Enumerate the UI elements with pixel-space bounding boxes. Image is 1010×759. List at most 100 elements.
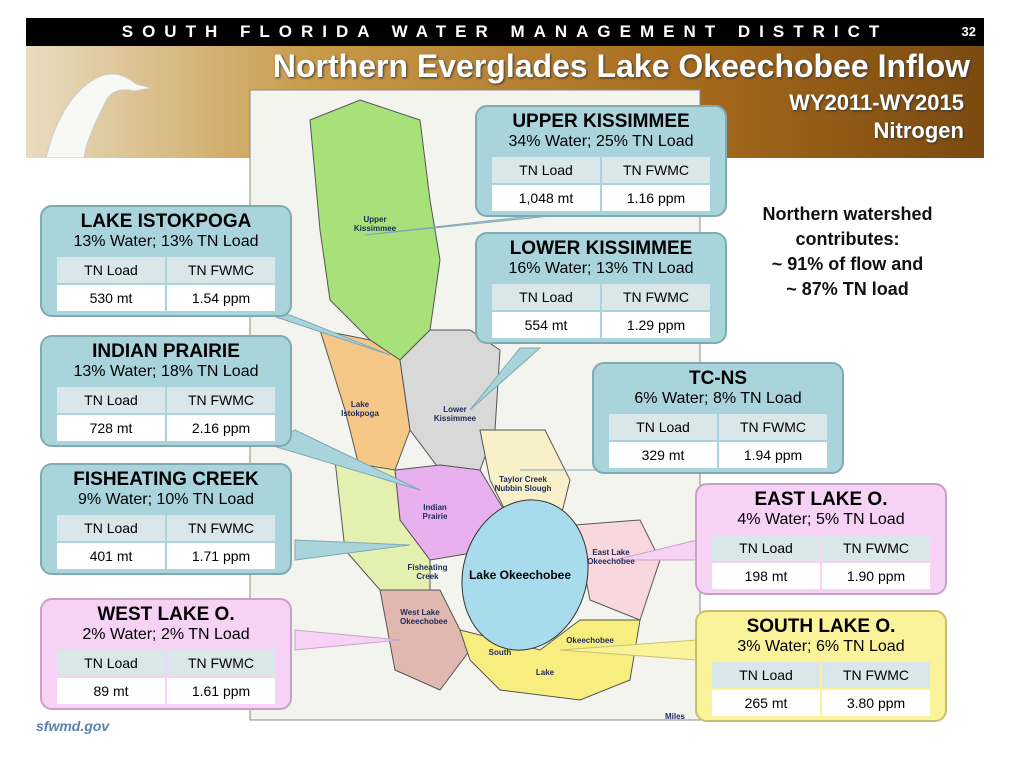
header-row: TN Load TN FWMC [492, 157, 710, 183]
callout: EAST LAKE O. 4% Water; 5% TN Load TN Load T… [695, 483, 947, 595]
map-label: Fisheating Creek [407, 563, 448, 581]
column-header: TN Load [57, 387, 165, 413]
note: Northern watershed contributes: ~ 91% of… [735, 202, 960, 302]
cell: 1.54 ppm [167, 285, 275, 311]
column-header: TN FWMC [719, 414, 827, 440]
basin-table: TN Load TN FWMC 554 mt 1.29 ppm [490, 282, 712, 340]
value-row: 530 mt 1.54 ppm [57, 285, 275, 311]
header-row: TN Load TN FWMC [712, 662, 930, 688]
callout: TC-NS 6% Water; 8% TN Load TN Load TN FWMC 3… [592, 362, 844, 474]
subtitle: Nitrogen [873, 118, 964, 143]
callout: LOWER KISSIMMEE 16% Water; 13% TN Load TN … [475, 232, 727, 344]
page-number: 32 [961, 24, 976, 39]
region [574, 519, 661, 621]
cell: 401 mt [57, 543, 165, 569]
column-header: TN Load [712, 662, 820, 688]
basin-name: FISHEATING CREEK [73, 469, 259, 490]
org-bar: SOUTH FLORIDA WATER MANAGEMENT DISTRICT [26, 18, 984, 46]
callout: INDIAN PRAIRIE 13% Water; 18% TN Load TN L… [40, 335, 292, 447]
header-row: TN Load TN FWMC [57, 387, 275, 413]
cell: 1.16 ppm [602, 185, 710, 211]
column-header: TN Load [57, 515, 165, 541]
cell: 1.61 ppm [167, 678, 275, 704]
column-header: TN FWMC [167, 515, 275, 541]
cell: 1.94 ppm [719, 442, 827, 468]
value-row: 198 mt 1.90 ppm [712, 563, 930, 589]
basin-share: 16% Water; 13% TN Load [508, 260, 694, 277]
basin-table: TN Load TN FWMC 198 mt 1.90 ppm [710, 533, 932, 591]
map-label: Miles [664, 712, 685, 721]
cell: 1.90 ppm [822, 563, 930, 589]
note-line: contributes: [795, 229, 900, 249]
header-row: TN Load TN FWMC [57, 515, 275, 541]
note-line: Northern watershed [762, 204, 933, 224]
callout: SOUTH LAKE O. 3% Water; 6% TN Load TN Load… [695, 610, 947, 722]
map-label: West Lake Okeechobee [400, 608, 448, 626]
title: Northern Everglades Lake Okeechobee Infl… [272, 48, 970, 84]
basin-table: TN Load TN FWMC 401 mt 1.71 ppm [55, 513, 277, 571]
value-row: 329 mt 1.94 ppm [609, 442, 827, 468]
basin-name: SOUTH LAKE O. [746, 616, 896, 637]
cell: 1,048 mt [492, 185, 600, 211]
region [379, 589, 471, 691]
basin-share: 4% Water; 5% TN Load [737, 511, 905, 528]
map-label: Lower Kissimmee [433, 405, 477, 423]
cell: 3.80 ppm [822, 690, 930, 716]
basin-table: TN Load TN FWMC 728 mt 2.16 ppm [55, 385, 277, 443]
cell: 554 mt [492, 312, 600, 338]
cell: 728 mt [57, 415, 165, 441]
value-row: 728 mt 2.16 ppm [57, 415, 275, 441]
value-row: 401 mt 1.71 ppm [57, 543, 275, 569]
region [459, 619, 641, 701]
column-header: TN FWMC [822, 535, 930, 561]
value-row: 265 mt 3.80 ppm [712, 690, 930, 716]
map-label: East Lake Okeechobee [587, 548, 635, 566]
column-header: TN FWMC [822, 662, 930, 688]
egret [45, 73, 152, 159]
column-header: TN FWMC [167, 650, 275, 676]
cell: 530 mt [57, 285, 165, 311]
value-row: 1,048 mt 1.16 ppm [492, 185, 710, 211]
basin-share: 9% Water; 10% TN Load [77, 491, 255, 508]
map-label: Lake [535, 668, 555, 677]
header-row: TN Load TN FWMC [492, 284, 710, 310]
basin-name: EAST LAKE O. [754, 489, 888, 510]
value-row: 89 mt 1.61 ppm [57, 678, 275, 704]
column-header: TN Load [57, 257, 165, 283]
pointers [268, 214, 698, 661]
column-header: TN Load [492, 284, 600, 310]
cell: 265 mt [712, 690, 820, 716]
column-header: TN FWMC [602, 157, 710, 183]
basin-share: 13% Water; 18% TN Load [73, 363, 259, 380]
map-label: Taylor Creek Nubbin Slough [494, 475, 552, 493]
note-line: ~ 91% of flow and [771, 254, 924, 274]
cell: 2.16 ppm [167, 415, 275, 441]
header-row: TN Load TN FWMC [712, 535, 930, 561]
callout: FISHEATING CREEK 9% Water; 10% TN Load TN … [40, 463, 292, 575]
basin-share: 2% Water; 2% TN Load [82, 626, 250, 643]
column-header: TN Load [492, 157, 600, 183]
map-label: South [488, 648, 512, 657]
basin-name: UPPER KISSIMMEE [512, 111, 690, 132]
basin-table: TN Load TN FWMC 89 mt 1.61 ppm [55, 648, 277, 706]
column-header: TN Load [57, 650, 165, 676]
map-label: Lake Okeechobee [468, 568, 572, 582]
basin-name: LOWER KISSIMMEE [509, 238, 693, 259]
basin-name: INDIAN PRAIRIE [92, 341, 240, 362]
basin-share: 3% Water; 6% TN Load [737, 638, 905, 655]
map-label: Okeechobee [566, 636, 614, 645]
cell: 329 mt [609, 442, 717, 468]
map-label: Upper Kissimmee [353, 215, 397, 233]
column-header: TN FWMC [602, 284, 710, 310]
basin-name: LAKE ISTOKPOGA [80, 211, 252, 232]
header-row: TN Load TN FWMC [57, 650, 275, 676]
basin-table: TN Load TN FWMC 329 mt 1.94 ppm [607, 412, 829, 470]
basin-share: 34% Water; 25% TN Load [508, 133, 694, 150]
subtitle: WY2011-WY2015 [789, 90, 964, 115]
basin-share: 13% Water; 13% TN Load [73, 233, 259, 250]
region [319, 329, 411, 471]
callout: WEST LAKE O. 2% Water; 2% TN Load TN Load T… [40, 598, 292, 710]
basin-table: TN Load TN FWMC 530 mt 1.54 ppm [55, 255, 277, 313]
basin-table: TN Load TN FWMC 1,048 mt 1.16 ppm [490, 155, 712, 213]
